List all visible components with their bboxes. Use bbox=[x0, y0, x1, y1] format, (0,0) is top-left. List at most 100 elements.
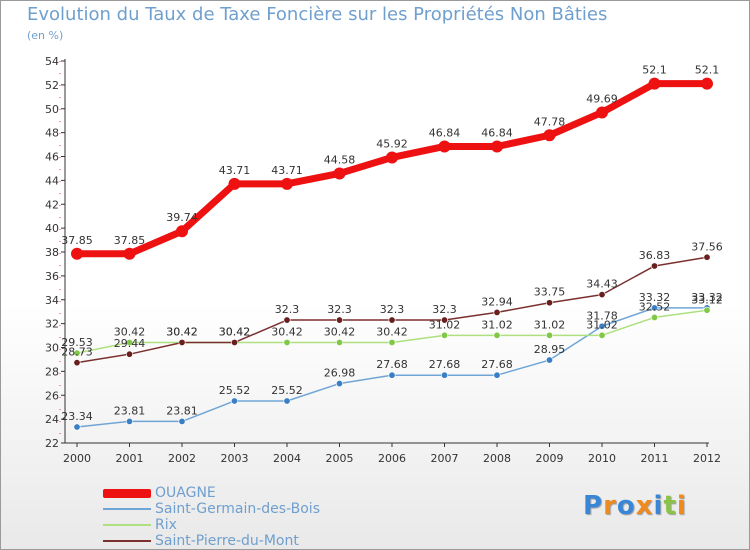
data-point bbox=[73, 359, 81, 367]
x-tick-label: 2011 bbox=[641, 452, 669, 465]
logo-letter: r bbox=[603, 491, 617, 521]
data-label: 45.92 bbox=[376, 137, 408, 150]
data-point bbox=[126, 350, 134, 358]
x-tick-label: 2005 bbox=[326, 452, 354, 465]
x-tick-label: 2008 bbox=[483, 452, 511, 465]
data-point bbox=[388, 316, 396, 324]
y-tick-label: 24 bbox=[45, 413, 59, 426]
data-point bbox=[73, 349, 81, 357]
data-label: 33.32 bbox=[691, 291, 723, 304]
y-tick-label: 28 bbox=[45, 365, 59, 378]
data-label: 26.98 bbox=[324, 367, 356, 380]
data-point bbox=[650, 313, 658, 321]
data-point bbox=[545, 331, 553, 339]
y-tick-label: 22 bbox=[45, 437, 59, 450]
data-label: 33.75 bbox=[534, 286, 566, 299]
data-label: 52.1 bbox=[695, 64, 720, 77]
x-tick-label: 2007 bbox=[431, 452, 459, 465]
legend-label: Rix bbox=[155, 517, 177, 533]
data-label: 30.42 bbox=[271, 325, 303, 338]
y-tick-label: 44 bbox=[45, 174, 59, 187]
legend-label: OUAGNE bbox=[155, 485, 216, 501]
data-point bbox=[545, 299, 553, 307]
chart-title: Evolution du Taux de Taxe Foncière sur l… bbox=[27, 4, 608, 25]
data-label: 23.34 bbox=[61, 410, 93, 423]
data-point bbox=[598, 331, 606, 339]
data-label: 31.02 bbox=[481, 318, 513, 331]
data-label: 30.42 bbox=[219, 325, 251, 338]
legend-item-saint-pierre-du-mont: Saint-Pierre-du-Mont bbox=[103, 533, 320, 549]
legend-item-saint-germain-des-bois: Saint-Germain-des-Bois bbox=[103, 501, 320, 517]
data-label: 25.52 bbox=[219, 384, 251, 397]
logo-letter: i bbox=[676, 491, 687, 521]
data-label: 30.42 bbox=[114, 325, 146, 338]
data-point bbox=[493, 308, 501, 316]
data-point bbox=[650, 304, 658, 312]
data-point bbox=[440, 316, 448, 324]
data-label: 31.02 bbox=[586, 318, 618, 331]
data-label: 36.83 bbox=[639, 249, 671, 262]
data-label: 32.3 bbox=[275, 303, 300, 316]
data-point bbox=[438, 140, 451, 153]
data-point bbox=[703, 306, 711, 314]
y-tick-label: 46 bbox=[45, 151, 59, 164]
y-tick-label: 34 bbox=[45, 294, 59, 307]
x-tick-label: 2012 bbox=[693, 452, 721, 465]
data-label: 29.53 bbox=[61, 336, 93, 349]
data-point bbox=[386, 151, 398, 164]
data-label: 43.71 bbox=[271, 164, 303, 177]
data-point bbox=[701, 77, 713, 90]
data-label: 23.81 bbox=[166, 404, 198, 417]
data-label: 27.68 bbox=[481, 358, 513, 371]
data-label: 31.02 bbox=[534, 318, 566, 331]
data-label: 27.68 bbox=[376, 358, 408, 371]
x-tick-label: 2003 bbox=[221, 452, 249, 465]
data-point bbox=[126, 417, 134, 425]
y-tick-label: 38 bbox=[45, 246, 59, 259]
logo-letter: x bbox=[635, 491, 654, 521]
data-label: 37.56 bbox=[691, 240, 723, 253]
data-label: 33.12 bbox=[691, 293, 723, 306]
data-label: 30.42 bbox=[324, 325, 356, 338]
x-tick-label: 2001 bbox=[116, 452, 144, 465]
data-point bbox=[228, 177, 241, 190]
logo-letter: P bbox=[583, 491, 604, 521]
legend-label: Saint-Pierre-du-Mont bbox=[155, 533, 299, 549]
data-point bbox=[596, 106, 608, 119]
data-label: 32.52 bbox=[639, 300, 671, 313]
data-label: 43.71 bbox=[219, 164, 251, 177]
data-point bbox=[176, 225, 188, 238]
data-point bbox=[650, 262, 658, 270]
logo-letter: t bbox=[663, 491, 677, 521]
data-label: 32.3 bbox=[327, 303, 352, 316]
legend-swatch bbox=[103, 540, 151, 542]
data-label: 31.02 bbox=[429, 318, 461, 331]
y-tick-label: 50 bbox=[45, 103, 59, 116]
y-tick-label: 48 bbox=[45, 127, 59, 140]
data-point bbox=[71, 247, 83, 260]
legend-swatch bbox=[103, 524, 151, 526]
data-point bbox=[178, 417, 186, 425]
data-label: 44.58 bbox=[324, 153, 356, 166]
data-label: 37.85 bbox=[114, 234, 146, 247]
data-point bbox=[388, 338, 396, 346]
data-point bbox=[440, 371, 448, 379]
data-label: 52.1 bbox=[642, 64, 667, 77]
data-point bbox=[333, 167, 346, 180]
data-point bbox=[491, 140, 503, 153]
y-tick-label: 54 bbox=[45, 55, 59, 68]
y-tick-label: 32 bbox=[45, 318, 59, 331]
data-label: 47.78 bbox=[534, 115, 566, 128]
series-line-0 bbox=[73, 80, 711, 258]
data-point bbox=[335, 380, 343, 388]
data-point bbox=[283, 397, 291, 405]
logo-letter: i bbox=[653, 491, 664, 521]
data-point bbox=[598, 291, 606, 299]
data-label: 33.32 bbox=[639, 291, 671, 304]
data-label: 32.3 bbox=[380, 303, 405, 316]
data-point bbox=[598, 322, 606, 330]
data-point bbox=[123, 247, 136, 260]
data-point bbox=[283, 338, 291, 346]
data-point bbox=[231, 397, 239, 405]
